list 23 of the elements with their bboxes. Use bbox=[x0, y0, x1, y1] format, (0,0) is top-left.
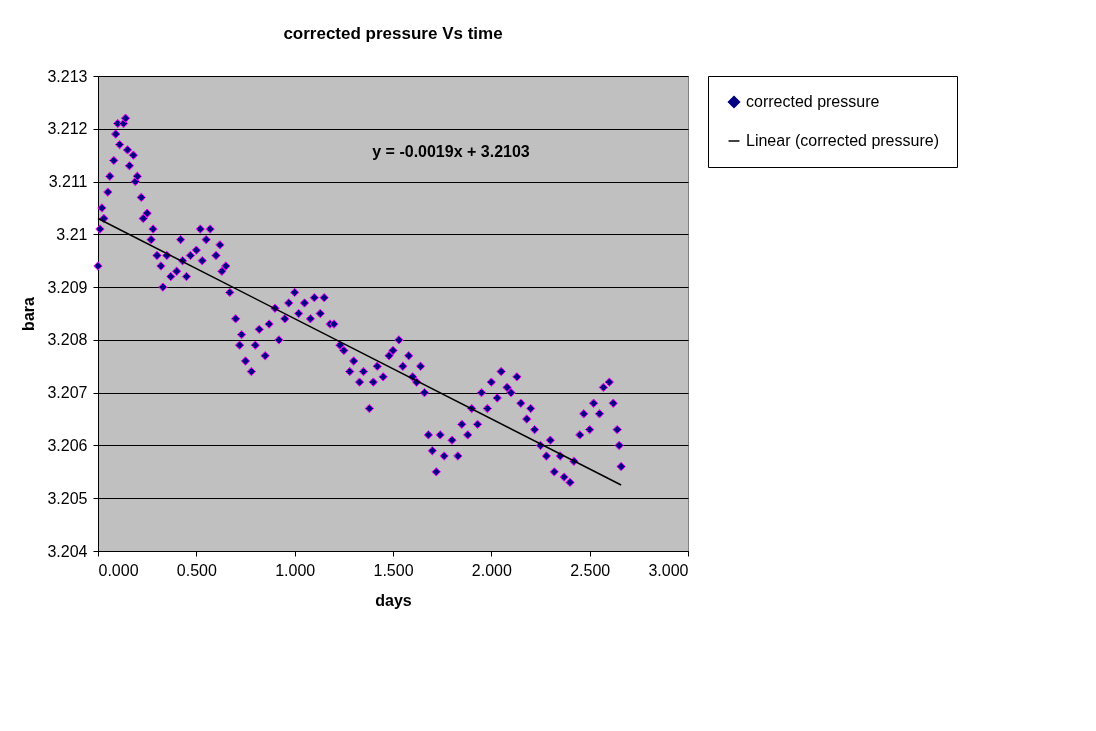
y-tick-label: 3.204 bbox=[47, 542, 88, 560]
legend-label: corrected pressure bbox=[746, 93, 880, 110]
x-tick-label: 0.000 bbox=[98, 561, 139, 579]
y-tick-label: 3.209 bbox=[47, 278, 88, 296]
legend-label: Linear (corrected pressure) bbox=[746, 132, 939, 149]
x-tick-label: 1.500 bbox=[373, 561, 414, 579]
annotation: y = -0.0019x + 3.2103 bbox=[372, 143, 530, 160]
y-tick-label: 3.207 bbox=[47, 384, 88, 402]
y-tick-label: 3.212 bbox=[47, 120, 88, 138]
x-axis-title: days bbox=[375, 591, 412, 609]
y-tick-label: 3.211 bbox=[48, 173, 88, 191]
x-tick-label: 2.500 bbox=[570, 561, 611, 579]
y-axis-title: bara bbox=[20, 297, 38, 331]
y-tick-label: 3.205 bbox=[47, 489, 88, 507]
x-tick-label: 1.000 bbox=[275, 561, 316, 579]
x-tick-label: 2.000 bbox=[471, 561, 512, 579]
y-tick-label: 3.213 bbox=[47, 67, 88, 85]
y-tick-label: 3.21 bbox=[56, 225, 88, 243]
x-tick-label: 0.500 bbox=[176, 561, 217, 579]
x-tick-label: 3.000 bbox=[648, 561, 689, 579]
y-tick-label: 3.206 bbox=[47, 436, 88, 454]
y-tick-label: 3.208 bbox=[47, 331, 88, 349]
chart-title: corrected pressure Vs time bbox=[283, 24, 503, 43]
